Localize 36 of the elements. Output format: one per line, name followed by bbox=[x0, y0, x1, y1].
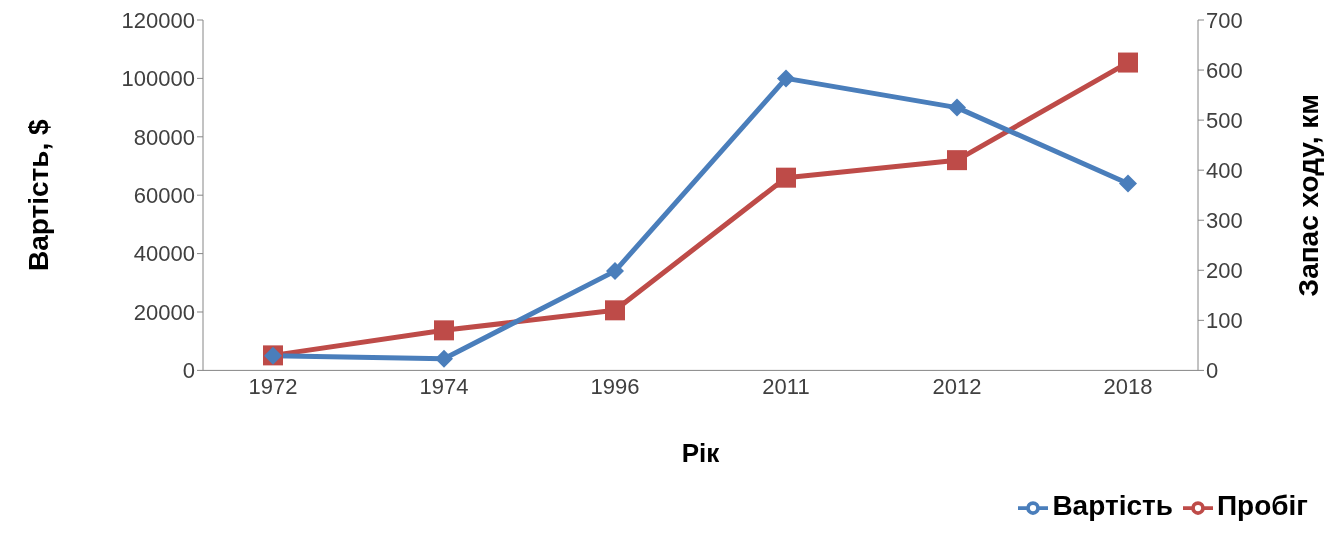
y-tick-label: 100000 bbox=[121, 66, 195, 92]
x-tick-label: 1972 bbox=[248, 374, 298, 400]
point bbox=[947, 150, 967, 171]
x-tick-label: 2018 bbox=[1103, 374, 1153, 400]
point bbox=[777, 69, 795, 88]
point bbox=[605, 300, 625, 321]
y-tick-label: 60000 bbox=[133, 183, 195, 209]
x-tick-label: 2011 bbox=[762, 374, 810, 400]
y2-axis-title: Запас ходу, км bbox=[1292, 93, 1324, 297]
x-tick-label: 1974 bbox=[419, 374, 469, 400]
y2-tick-label: 400 bbox=[1206, 157, 1243, 183]
point bbox=[434, 320, 454, 341]
x-axis-title: Рік bbox=[681, 438, 721, 469]
x-tick-label: 1996 bbox=[590, 374, 640, 400]
point bbox=[1119, 174, 1137, 193]
point bbox=[776, 167, 796, 188]
y2-tick-label: 700 bbox=[1206, 7, 1243, 33]
y-tick-label: 40000 bbox=[133, 241, 195, 267]
y-tick-label: 20000 bbox=[133, 299, 195, 325]
y2-tick-label: 100 bbox=[1206, 308, 1243, 334]
point bbox=[1118, 52, 1138, 73]
y-tick-label: 120000 bbox=[121, 7, 195, 33]
point bbox=[948, 98, 966, 117]
y2-tick-label: 500 bbox=[1206, 107, 1243, 133]
y2-tick-label: 600 bbox=[1206, 57, 1243, 83]
x-tick-label: 2012 bbox=[932, 374, 982, 400]
y-tick-label: 0 bbox=[182, 358, 195, 384]
y-axis-title: Вартість, $ bbox=[22, 118, 54, 272]
y2-tick-label: 200 bbox=[1206, 258, 1243, 284]
point bbox=[606, 262, 624, 281]
y-tick-label: 80000 bbox=[133, 124, 195, 150]
y2-tick-label: 300 bbox=[1206, 208, 1243, 234]
legend-label: Вартість bbox=[1052, 490, 1173, 522]
point bbox=[435, 349, 453, 368]
y2-tick-label: 0 bbox=[1206, 358, 1219, 384]
legend-label: Пробіг bbox=[1216, 490, 1308, 522]
